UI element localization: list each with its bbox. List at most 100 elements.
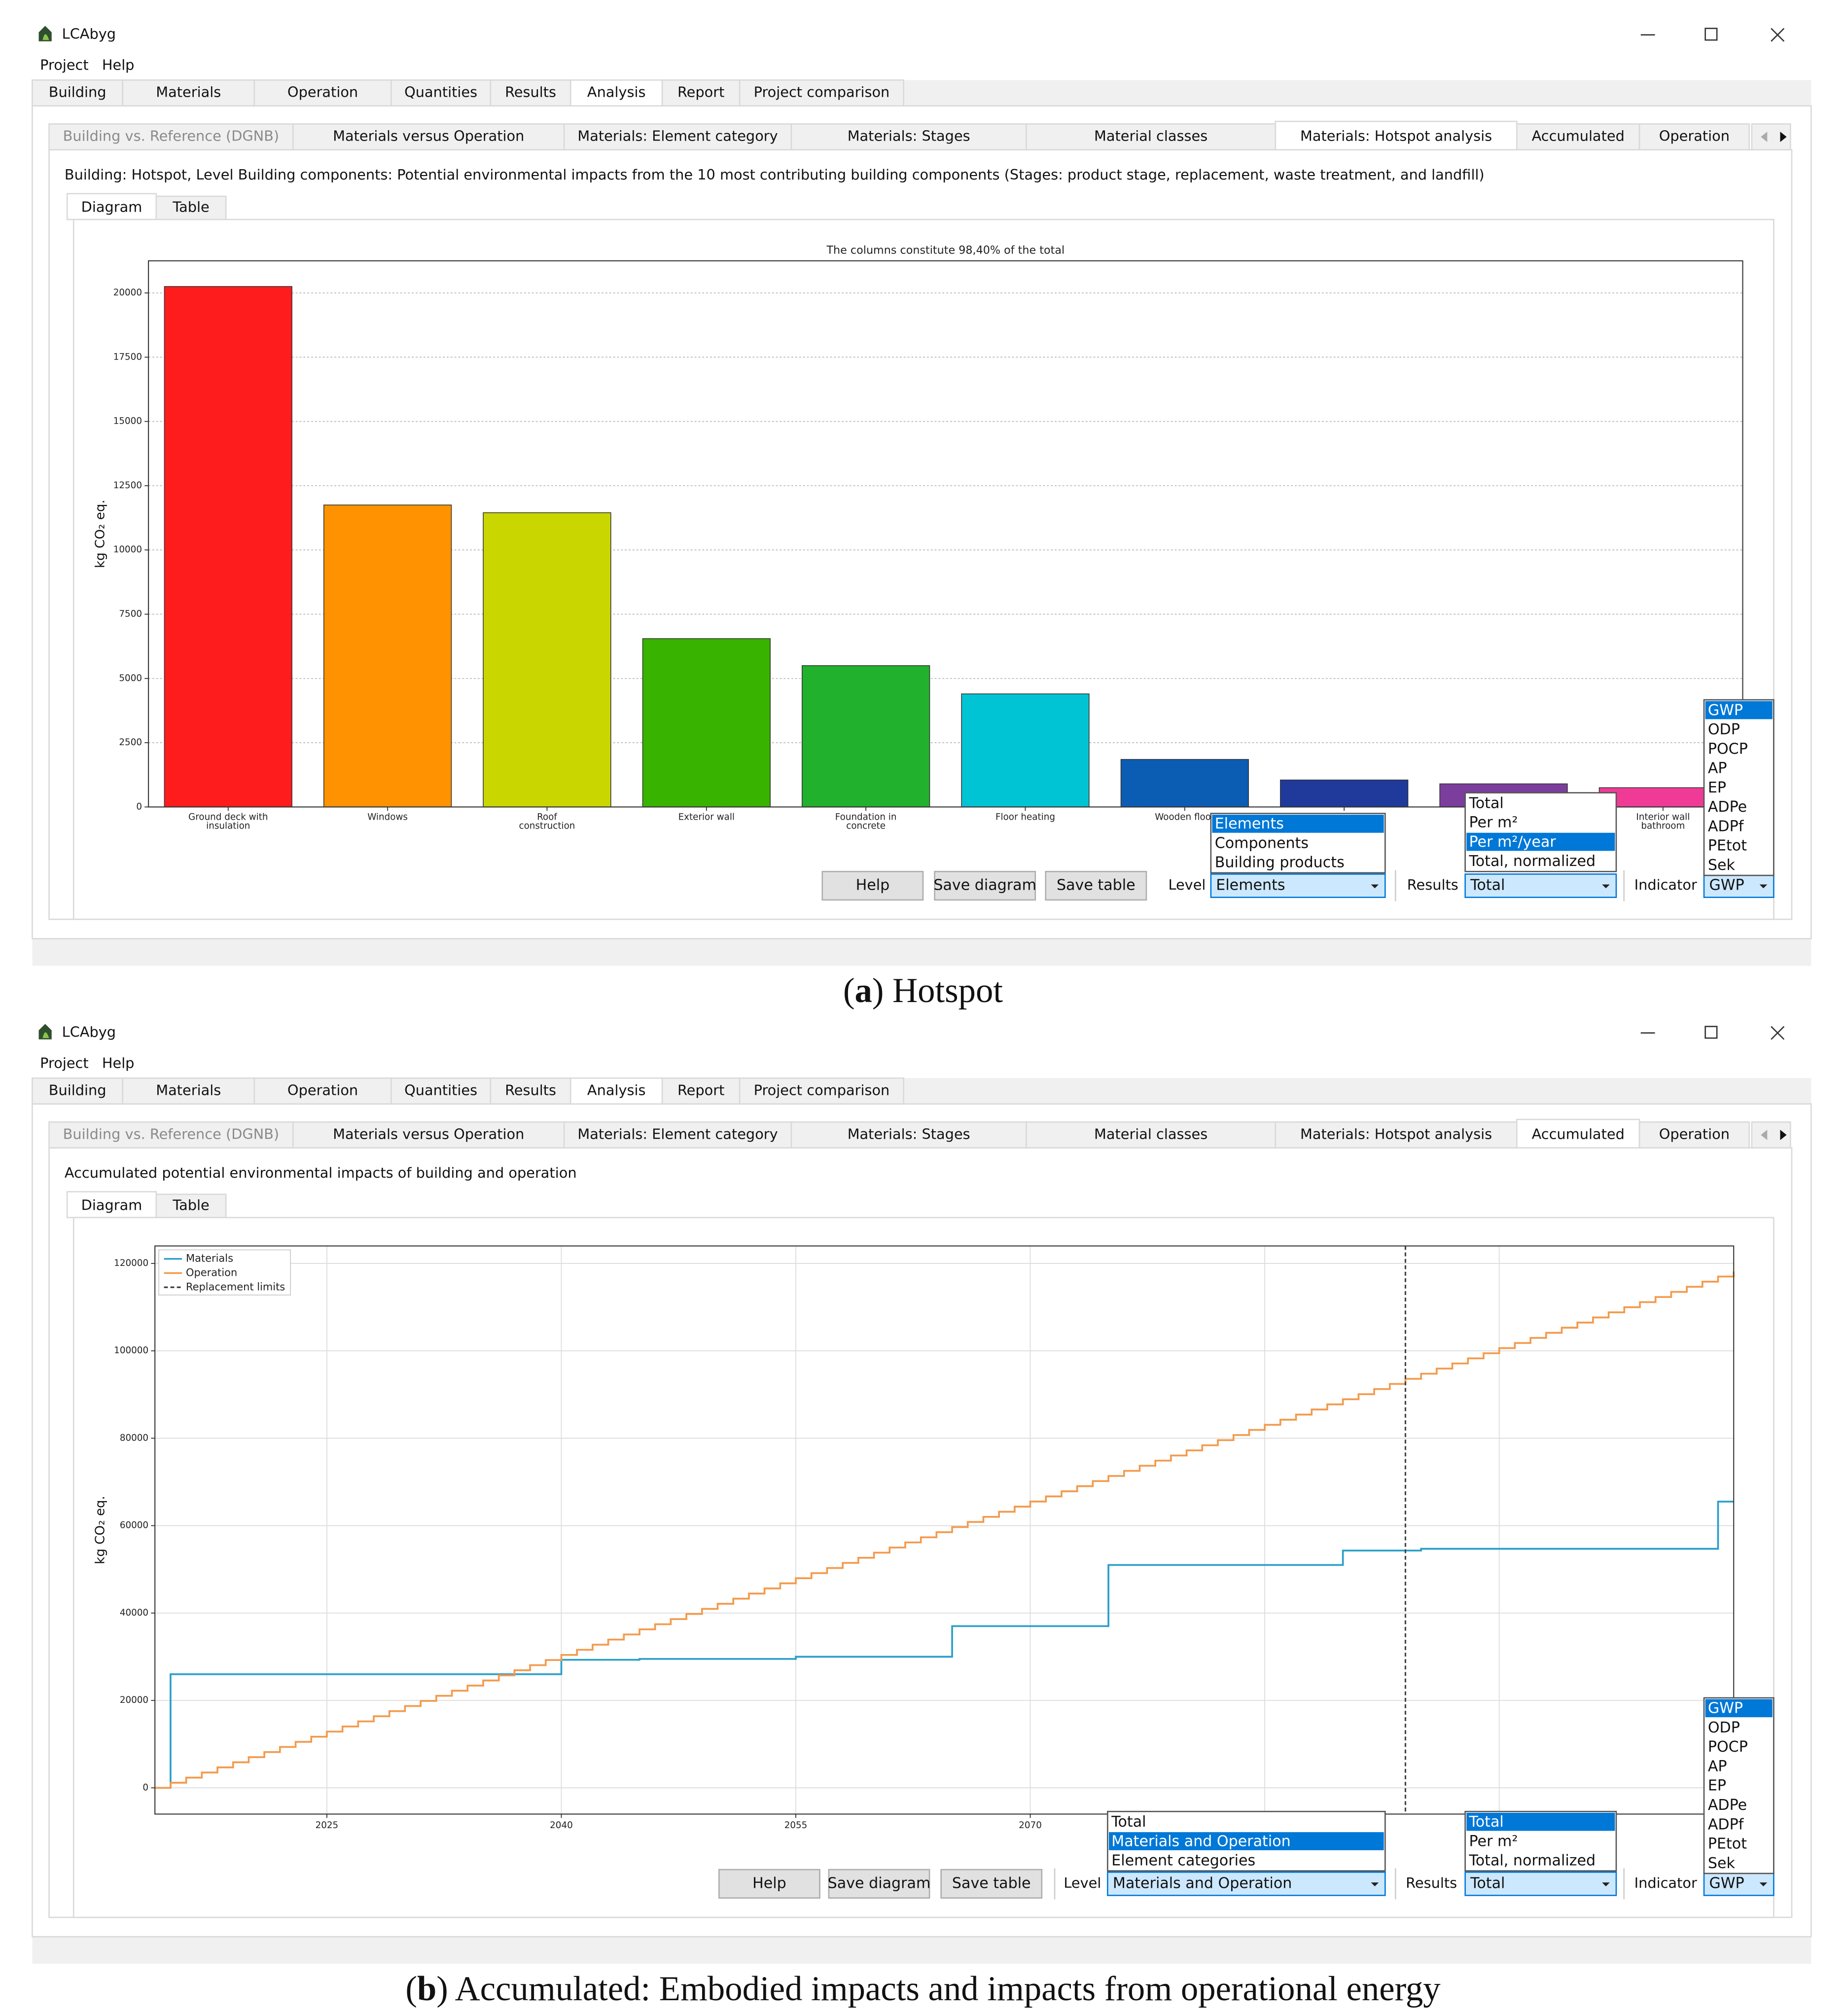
close-button[interactable] — [1771, 1026, 1785, 1040]
sub-tab[interactable] — [292, 123, 565, 151]
combo-value[interactable]: Materials and Operation — [1113, 1874, 1292, 1892]
sub-tab[interactable] — [1026, 123, 1277, 151]
main-tab[interactable] — [390, 79, 492, 107]
main-tab[interactable] — [739, 1077, 905, 1105]
dropdown-option[interactable]: EP — [1708, 779, 1726, 796]
sub-tab-label[interactable]: Material classes — [1094, 128, 1207, 144]
dropdown-option[interactable]: ODP — [1708, 1719, 1740, 1736]
main-tab[interactable] — [32, 1077, 124, 1105]
button[interactable] — [718, 1869, 820, 1899]
main-tab-label[interactable]: Quantities — [404, 1081, 477, 1098]
sub-tab-label[interactable]: Building vs. Reference (DGNB) — [63, 1125, 280, 1142]
dropdown-option[interactable]: ODP — [1708, 721, 1740, 738]
sub-tab[interactable] — [1516, 123, 1640, 151]
sub-tab-label[interactable]: Materials: Stages — [848, 128, 970, 144]
main-tab[interactable] — [661, 79, 741, 107]
dropdown-option[interactable]: Total — [1468, 794, 1503, 812]
view-tab-label[interactable]: Diagram — [81, 199, 142, 216]
main-tab-label[interactable]: Building — [49, 1081, 106, 1098]
sub-tab-label[interactable]: Materials: Element category — [577, 128, 778, 144]
sub-tab-label[interactable]: Materials: Hotspot analysis — [1300, 128, 1492, 144]
combo-value[interactable]: GWP — [1709, 877, 1744, 894]
sub-tab-label[interactable]: Materials: Hotspot analysis — [1300, 1125, 1492, 1142]
main-tab-label[interactable]: Results — [505, 84, 556, 101]
dropdown-option[interactable]: Per m² — [1469, 814, 1518, 831]
restore-button[interactable] — [1704, 1026, 1718, 1039]
sub-tab-label[interactable]: Operation — [1659, 1125, 1730, 1142]
dropdown-option[interactable]: Sek — [1708, 857, 1736, 874]
view-tab[interactable] — [66, 193, 157, 220]
dropdown-option[interactable]: GWP — [1708, 1700, 1743, 1717]
menu-item[interactable]: Help — [102, 57, 135, 73]
scroll-right[interactable] — [1780, 1129, 1787, 1140]
main-tab[interactable] — [569, 1077, 663, 1105]
sub-tab-label[interactable]: Materials versus Operation — [333, 128, 524, 144]
dropdown-option[interactable]: ADPe — [1708, 1797, 1747, 1814]
main-tab[interactable] — [122, 79, 255, 107]
main-tab-label[interactable]: Analysis — [587, 1081, 646, 1098]
main-tab[interactable] — [739, 79, 905, 107]
button-label[interactable]: Help — [856, 877, 890, 894]
button-label[interactable]: Save diagram — [828, 1874, 931, 1892]
main-tab[interactable] — [490, 79, 571, 107]
combo-value[interactable]: GWP — [1709, 1874, 1744, 1892]
button-label[interactable]: Help — [752, 1874, 786, 1892]
scroll-right[interactable] — [1780, 132, 1787, 142]
combo-value[interactable]: Total — [1470, 1874, 1505, 1892]
view-tab[interactable] — [155, 195, 227, 220]
restore-button[interactable] — [1704, 28, 1718, 41]
sub-tab-label[interactable]: Accumulated — [1532, 128, 1625, 144]
combo-value[interactable]: Total — [1470, 877, 1505, 894]
main-tab[interactable] — [253, 79, 392, 107]
main-tab-label[interactable]: Report — [677, 1081, 724, 1098]
button[interactable] — [1045, 870, 1147, 901]
main-tab-label[interactable]: Materials — [156, 1081, 221, 1098]
scroll-left[interactable] — [1761, 132, 1768, 142]
sub-tab[interactable] — [292, 1121, 565, 1149]
dropdown-option[interactable]: Total, normalized — [1468, 853, 1596, 870]
dropdown-option[interactable]: POCP — [1708, 740, 1748, 757]
dropdown-option[interactable]: Total — [1111, 1813, 1146, 1831]
sub-tab[interactable] — [1638, 123, 1750, 151]
sub-tab-label[interactable]: Materials: Element category — [577, 1125, 778, 1142]
main-tab-label[interactable]: Project comparison — [754, 1081, 890, 1098]
menu-item[interactable]: Project — [40, 1054, 88, 1071]
dropdown-option[interactable]: Components — [1215, 834, 1309, 852]
sub-tab[interactable] — [1275, 1121, 1518, 1149]
main-tab[interactable] — [32, 79, 124, 107]
main-tab-label[interactable]: Materials — [156, 84, 221, 101]
dropdown-option[interactable]: Per m²/year — [1469, 833, 1556, 851]
sub-tab-label[interactable]: Materials: Stages — [848, 1125, 970, 1142]
dropdown-option[interactable]: Total — [1468, 1813, 1503, 1831]
button[interactable] — [821, 870, 924, 901]
dropdown-option[interactable]: POCP — [1708, 1738, 1748, 1756]
main-tab-label[interactable]: Operation — [287, 84, 358, 101]
sub-tab[interactable] — [1275, 120, 1518, 151]
dropdown-option[interactable]: ADPf — [1708, 1816, 1744, 1833]
main-tab-label[interactable]: Project comparison — [754, 84, 890, 101]
button-label[interactable]: Save diagram — [933, 877, 1036, 894]
dropdown-option[interactable]: Total, normalized — [1468, 1852, 1596, 1870]
sub-tab-label[interactable]: Material classes — [1094, 1125, 1207, 1142]
main-tab-label[interactable]: Building — [49, 84, 106, 101]
combo-box[interactable] — [1464, 1872, 1617, 1896]
sub-tab[interactable] — [790, 123, 1027, 151]
dropdown-option[interactable]: Building products — [1215, 854, 1345, 871]
dropdown-option[interactable]: AP — [1708, 1758, 1727, 1775]
button[interactable] — [940, 1869, 1043, 1899]
button-label[interactable]: Save table — [952, 1874, 1031, 1892]
main-tab[interactable] — [122, 1077, 255, 1105]
combo-box[interactable] — [1107, 1872, 1386, 1896]
tab-scroll[interactable] — [1751, 123, 1791, 151]
view-tab-label[interactable]: Diagram — [81, 1196, 142, 1213]
button[interactable] — [828, 1869, 930, 1899]
main-tab-label[interactable]: Report — [677, 84, 724, 101]
dropdown-option[interactable]: EP — [1708, 1777, 1726, 1795]
sub-tab-label[interactable]: Materials versus Operation — [333, 1125, 524, 1142]
main-tab-label[interactable]: Operation — [287, 1081, 358, 1098]
sub-tab-label[interactable]: Operation — [1659, 128, 1730, 144]
view-tab[interactable] — [155, 1193, 227, 1219]
menu-item[interactable]: Project — [40, 57, 88, 73]
scroll-left[interactable] — [1761, 1129, 1768, 1140]
combo-box[interactable] — [1464, 873, 1617, 898]
